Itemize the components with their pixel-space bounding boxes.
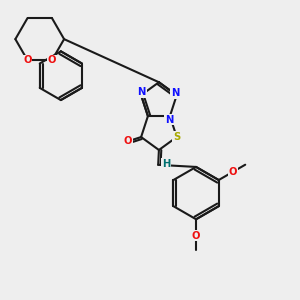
Text: N: N bbox=[171, 88, 179, 98]
Text: N: N bbox=[165, 115, 173, 125]
Text: O: O bbox=[229, 167, 237, 177]
Text: O: O bbox=[48, 55, 56, 65]
Text: S: S bbox=[173, 132, 180, 142]
Text: O: O bbox=[192, 231, 200, 241]
Text: O: O bbox=[23, 55, 32, 65]
Text: O: O bbox=[124, 136, 132, 146]
Text: H: H bbox=[162, 159, 170, 169]
Text: N: N bbox=[137, 87, 146, 97]
